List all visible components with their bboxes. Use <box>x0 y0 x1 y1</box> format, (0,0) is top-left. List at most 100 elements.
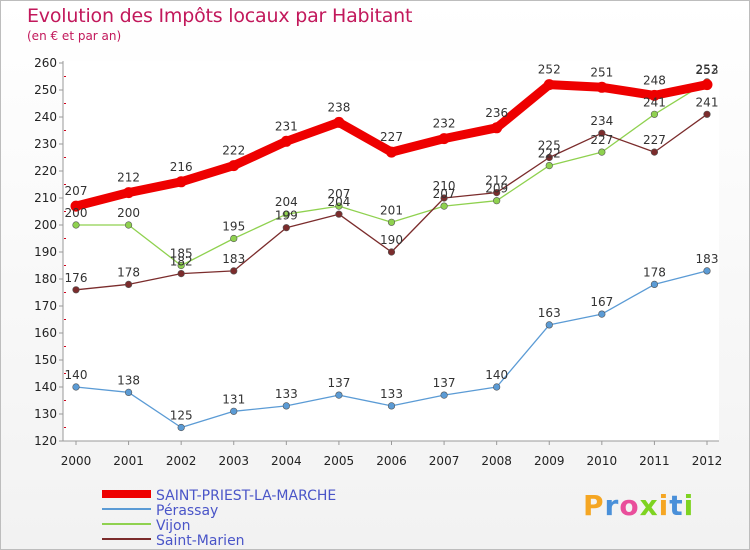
data-point <box>545 162 553 170</box>
data-label: 238 <box>327 100 350 114</box>
data-point <box>493 383 501 391</box>
y-tick-label: 120 <box>34 434 57 448</box>
x-tick-label: 2007 <box>429 454 460 468</box>
data-point <box>440 202 448 210</box>
data-point <box>438 133 450 145</box>
y-tick-label: 250 <box>34 83 57 97</box>
y-tick-label: 150 <box>34 353 57 367</box>
proxiti-logo: Proxiti <box>583 489 694 522</box>
x-tick-label: 2003 <box>218 454 249 468</box>
data-point <box>70 200 82 212</box>
legend-label: Vijon <box>156 518 191 534</box>
data-point <box>701 79 713 91</box>
data-label: 210 <box>433 179 456 193</box>
y-tick-label: 210 <box>34 191 57 205</box>
data-label: 241 <box>696 95 719 109</box>
data-label: 252 <box>538 63 561 77</box>
data-point <box>650 148 659 156</box>
y-tick-label: 200 <box>34 218 57 232</box>
data-label: 253 <box>696 63 719 77</box>
data-label: 178 <box>117 265 140 279</box>
data-label: 222 <box>222 144 245 158</box>
data-label: 209 <box>485 182 508 196</box>
data-point <box>703 267 711 275</box>
y-tick-label: 260 <box>34 56 57 70</box>
data-point <box>596 81 608 93</box>
data-point <box>598 129 606 137</box>
data-point <box>543 79 555 91</box>
data-label: 178 <box>643 265 666 279</box>
data-point <box>493 197 501 205</box>
data-point <box>335 210 343 218</box>
x-tick-label: 2012 <box>692 454 723 468</box>
data-point <box>335 391 343 399</box>
data-point <box>545 321 553 329</box>
y-tick-label: 160 <box>34 326 57 340</box>
data-label: 195 <box>222 220 245 234</box>
data-label: 207 <box>433 187 456 201</box>
data-point <box>333 116 345 128</box>
data-point <box>282 224 290 232</box>
data-label: 133 <box>275 387 298 401</box>
data-point <box>230 407 238 415</box>
chart-subtitle: (en € et par an) <box>27 29 122 43</box>
data-point <box>175 176 187 188</box>
chart-title: Evolution des Impôts locaux par Habitant <box>27 5 413 27</box>
data-label: 251 <box>590 65 613 79</box>
data-point <box>124 221 133 229</box>
y-tick-label: 230 <box>34 137 57 151</box>
data-label: 212 <box>485 174 508 188</box>
data-label: 204 <box>327 195 350 209</box>
data-label: 137 <box>433 376 456 390</box>
data-label: 236 <box>485 106 508 120</box>
data-point <box>228 160 240 172</box>
legend-label: Saint-Marien <box>156 533 245 549</box>
data-label: 227 <box>380 130 403 144</box>
y-tick-label: 170 <box>34 299 57 313</box>
data-point <box>386 146 397 158</box>
data-point <box>598 148 606 156</box>
data-point <box>230 267 238 275</box>
data-label: 212 <box>117 171 140 185</box>
logo-letter: t <box>669 489 684 522</box>
data-point <box>387 402 396 410</box>
data-label: 125 <box>170 409 193 423</box>
data-point <box>282 402 290 410</box>
data-point <box>230 234 238 243</box>
data-label: 176 <box>65 271 88 285</box>
data-label: 133 <box>380 387 403 401</box>
data-point <box>177 261 185 270</box>
logo-letter: i <box>658 489 670 522</box>
data-label: 234 <box>590 114 613 128</box>
y-tick-label: 140 <box>34 380 57 394</box>
data-point <box>124 388 133 397</box>
data-point <box>650 280 659 289</box>
data-label: 163 <box>538 306 561 320</box>
data-point <box>440 194 448 202</box>
data-point <box>545 153 553 162</box>
data-point <box>335 202 343 210</box>
data-point <box>72 383 80 391</box>
logo-letter: P <box>583 489 605 522</box>
x-tick-label: 2008 <box>481 454 512 468</box>
x-tick-label: 2010 <box>587 454 618 468</box>
x-tick-label: 2009 <box>534 454 565 468</box>
data-label: 204 <box>275 195 298 209</box>
data-point <box>650 110 659 118</box>
data-label: 185 <box>170 247 193 261</box>
y-tick-label: 220 <box>34 164 57 178</box>
legend-label: Pérassay <box>156 503 218 519</box>
data-point <box>124 280 133 289</box>
data-point <box>598 310 606 318</box>
logo-letter: x <box>639 489 659 522</box>
data-point <box>387 248 396 256</box>
data-point <box>440 391 448 399</box>
x-tick-label: 2002 <box>166 454 197 468</box>
data-point <box>123 187 135 199</box>
data-point <box>177 423 185 432</box>
data-label: 131 <box>222 392 245 406</box>
y-tick-label: 180 <box>34 272 57 286</box>
x-tick-label: 2005 <box>324 454 355 468</box>
data-label: 200 <box>65 206 88 220</box>
